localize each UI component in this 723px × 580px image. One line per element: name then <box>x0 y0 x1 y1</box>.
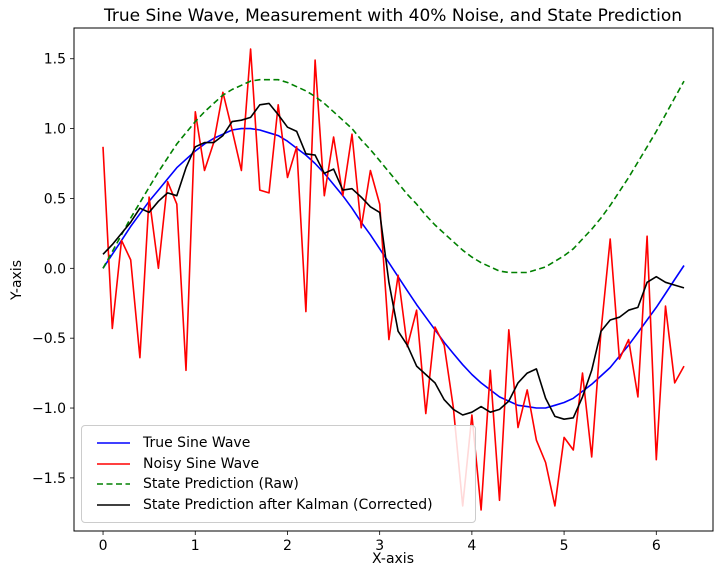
x-tick-label: 0 <box>99 538 108 554</box>
legend: True Sine Wave Noisy Sine Wave State Predi… <box>81 425 476 523</box>
legend-line-sample <box>97 483 130 486</box>
y-tick-label: 0.0 <box>44 261 66 277</box>
legend-label: State Prediction after Kalman (Corrected… <box>143 496 433 513</box>
y-axis-label: Y-axis <box>9 260 25 300</box>
chart-title: True Sine Wave, Measurement with 40% Noi… <box>103 6 683 26</box>
legend-label: True Sine Wave <box>143 435 251 452</box>
x-tick-label: 2 <box>283 538 292 554</box>
x-tick-label: 6 <box>652 538 661 554</box>
series-line-state-prediction-raw- <box>102 78 685 274</box>
legend-item: State Prediction after Kalman (Corrected… <box>92 495 465 516</box>
legend-line-sample <box>97 503 130 506</box>
legend-line-sample <box>97 462 130 465</box>
y-tick-label: −0.5 <box>32 331 66 347</box>
legend-label: Noisy Sine Wave <box>143 455 260 472</box>
legend-item: Noisy Sine Wave <box>92 454 465 475</box>
x-axis-label: X-axis <box>372 551 414 567</box>
series-line-state-prediction-after-kalman-corrected- <box>102 102 685 421</box>
series-lines <box>102 48 685 511</box>
legend-item: State Prediction (Raw) <box>92 474 465 495</box>
x-tick-label: 1 <box>191 538 200 554</box>
legend-line-sample <box>97 442 130 445</box>
legend-label: State Prediction (Raw) <box>143 476 299 493</box>
y-tick-label: 1.5 <box>44 52 66 68</box>
plot-area <box>73 27 714 532</box>
x-tick-label: 4 <box>467 538 476 554</box>
y-tick-label: −1.5 <box>32 471 66 487</box>
series-line-true-sine-wave <box>102 127 685 409</box>
x-tick-label: 3 <box>375 538 384 554</box>
y-tick-label: 1.0 <box>44 122 66 138</box>
legend-item: True Sine Wave <box>92 433 465 454</box>
y-tick-label: −1.0 <box>32 401 66 417</box>
x-tick-label: 5 <box>560 538 569 554</box>
y-axis-ticks: −1.5 −1.0 −0.5 0.0 0.5 1.0 1.5 <box>32 52 74 487</box>
plot-border <box>73 27 714 532</box>
y-tick-label: 0.5 <box>44 191 66 207</box>
x-axis-ticks: 0 1 2 3 4 5 6 <box>99 531 661 554</box>
